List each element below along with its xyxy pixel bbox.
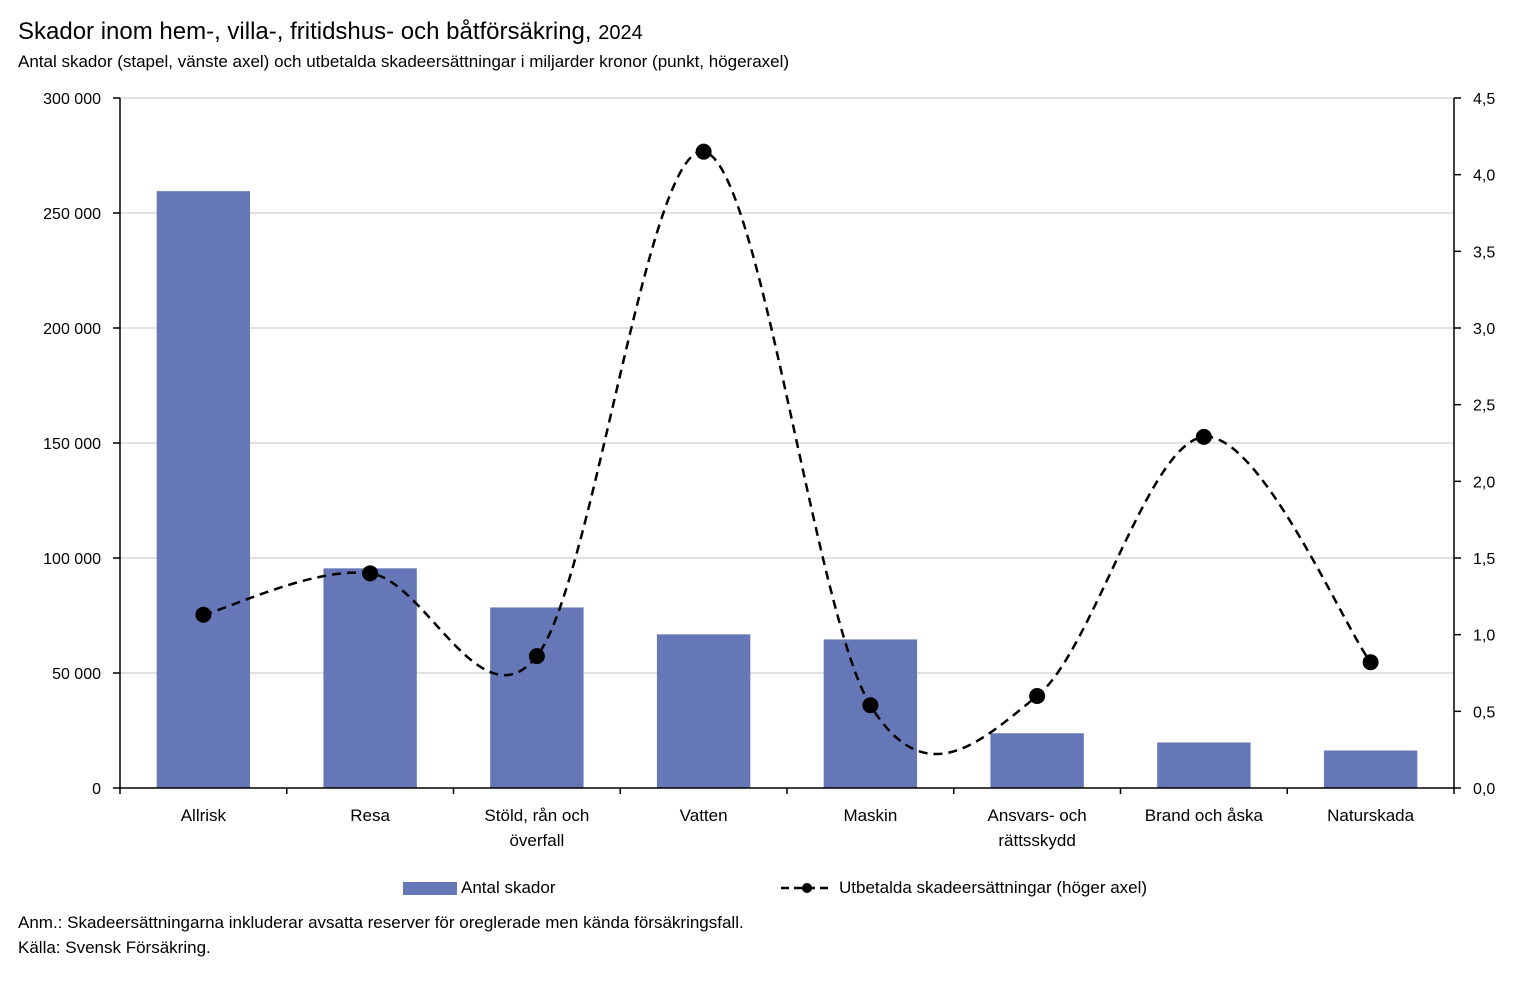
- bar: [490, 607, 584, 788]
- left-axis-tick-label: 150 000: [43, 436, 101, 453]
- source-text: Källa: Svensk Försäkring.: [18, 938, 211, 957]
- bar: [156, 191, 251, 788]
- category-label: Allrisk: [181, 806, 227, 825]
- bar: [1323, 750, 1418, 788]
- line-point: [1362, 654, 1379, 671]
- line-point: [862, 697, 879, 714]
- bar: [656, 634, 751, 788]
- bar: [323, 568, 417, 788]
- category-label: Maskin: [843, 806, 897, 825]
- line-point: [695, 143, 712, 160]
- legend-line-label: Utbetalda skadeersättningar (höger axel): [839, 878, 1148, 897]
- right-axis-tick-label: 0,5: [1473, 704, 1495, 721]
- category-label: rättsskydd: [998, 831, 1075, 850]
- line-point: [528, 648, 545, 665]
- right-axis-tick-label: 1,0: [1473, 628, 1495, 645]
- line-point: [362, 565, 379, 582]
- chart-title-main: Skador inom hem-, villa-, fritidshus- oc…: [18, 18, 592, 45]
- legend-item-bar: Antal skador: [403, 878, 556, 898]
- left-axis-tick-label: 0: [92, 781, 101, 798]
- right-axis-tick-label: 3,5: [1473, 244, 1495, 261]
- category-label: Resa: [350, 806, 390, 825]
- category-label: Stöld, rån och: [484, 806, 589, 825]
- right-axis-tick-label: 3,0: [1473, 321, 1495, 338]
- legend-item-line: Utbetalda skadeersättningar (höger axel): [779, 878, 1147, 898]
- notes: Anm.: Skadeersättningarna inkluderar avs…: [18, 910, 744, 960]
- right-axis-tick-label: 4,0: [1473, 168, 1495, 185]
- right-axis-tick-label: 2,5: [1473, 398, 1495, 415]
- line-point: [1195, 428, 1212, 445]
- bar: [1157, 742, 1251, 788]
- category-label: Naturskada: [1327, 806, 1414, 825]
- bar-series: [156, 191, 1418, 788]
- right-axis-tick-label: 1,5: [1473, 551, 1495, 568]
- category-labels: Allrisk Resa Stöld, rån och överfall Vatten M…: [181, 806, 1415, 850]
- line-point: [195, 606, 212, 623]
- left-axis-tick-label: 50 000: [52, 666, 101, 683]
- chart-title: Skador inom hem-, villa-, fritidshus- oc…: [18, 18, 643, 46]
- left-axis-tick-label: 250 000: [43, 206, 101, 223]
- line-series: [195, 143, 1379, 756]
- legend-bar-label: Antal skador: [461, 878, 556, 897]
- category-label: överfall: [509, 831, 564, 850]
- right-axis-tick-label: 4,5: [1473, 91, 1495, 108]
- gridlines: [120, 97, 1454, 674]
- bar: [990, 733, 1084, 788]
- chart-subtitle: Antal skador (stapel, vänste axel) och u…: [18, 52, 790, 71]
- legend-line-swatch: [781, 883, 833, 893]
- left-axis-tick-label: 200 000: [43, 321, 101, 338]
- right-axis-tick-label: 2,0: [1473, 474, 1495, 491]
- left-axis-tick-labels: 0 50 000 100 000 150 000 200 000 250 000 300 0…: [43, 91, 101, 798]
- left-axis-tick-label: 100 000: [43, 551, 101, 568]
- category-label: Vatten: [680, 806, 728, 825]
- bar: [823, 639, 918, 788]
- left-axis-tick-label: 300 000: [43, 91, 101, 108]
- line-path: [203, 150, 1372, 756]
- category-label: Brand och åska: [1145, 806, 1264, 825]
- category-label: Ansvars- och: [988, 806, 1087, 825]
- line-point: [1029, 688, 1046, 704]
- right-axis-tick-labels: 0,0 0,5 1,0 1,5 2,0 2,5 3,0 3,5 4,0 4,5: [1473, 91, 1495, 798]
- right-axis-tick-label: 0,0: [1473, 781, 1495, 798]
- legend-bar-swatch: [403, 881, 457, 895]
- chart-title-year: 2024: [598, 22, 643, 44]
- axes: [113, 97, 1461, 794]
- note-text: Anm.: Skadeersättningarna inkluderar avs…: [18, 913, 744, 932]
